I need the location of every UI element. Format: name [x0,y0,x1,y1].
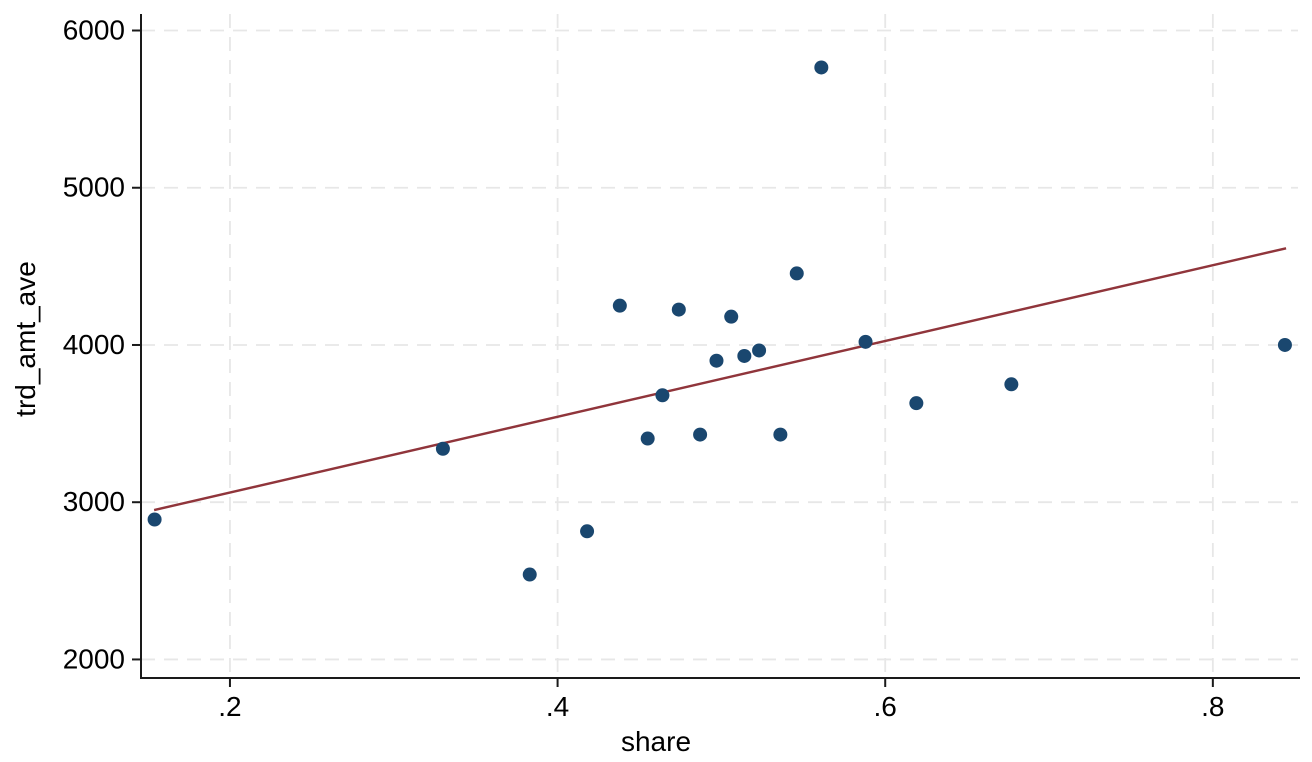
scatter-point [909,396,924,411]
x-tick-label: .4 [546,691,569,722]
fit-line [153,247,1287,512]
scatter-point [522,567,537,582]
x-tick-label: .2 [218,691,241,722]
scatter-point [752,343,767,358]
scatter-point [640,431,655,446]
scatter-point [814,60,829,75]
y-tick-label: 2000 [63,643,125,674]
scatter-point [147,512,162,527]
scatter-point [580,524,595,539]
y-tick-label: 6000 [63,15,125,46]
y-tick-label: 4000 [63,329,125,360]
scatter-point [1277,337,1292,352]
x-axis-title: share [620,726,692,757]
x-tick-label: .8 [1201,691,1224,722]
y-axis-title: trd_amt_ave [10,261,41,417]
scatter-point [1004,377,1019,392]
scatter-point [858,334,873,349]
scatter-point [789,266,804,281]
scatter-point [435,441,450,456]
scatter-point [655,388,670,403]
y-tick-label: 5000 [63,172,125,203]
y-tick-label: 3000 [63,486,125,517]
scatter-point [773,427,788,442]
scatter-point [612,298,627,313]
scatter-point [737,348,752,363]
scatter-point [671,302,686,317]
scatter-point [709,353,724,368]
x-tick-label: .6 [874,691,897,722]
scatter-point [724,309,739,324]
scatter-point [693,427,708,442]
